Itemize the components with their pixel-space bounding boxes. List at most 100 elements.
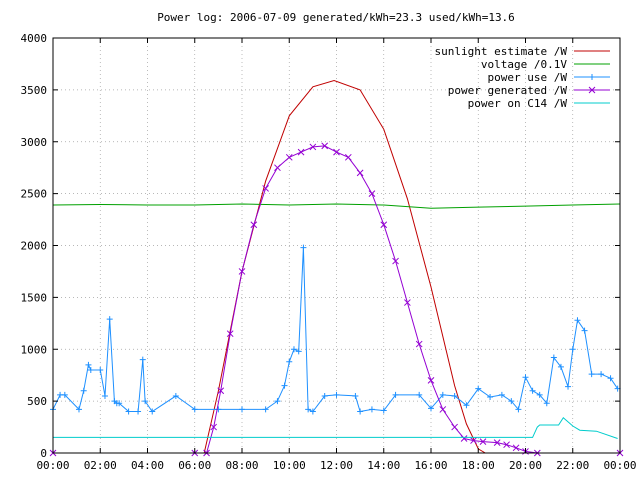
x-tick-label: 00:00 bbox=[36, 459, 69, 472]
x-tick-label: 12:00 bbox=[320, 459, 353, 472]
data-point bbox=[305, 406, 312, 413]
data-point bbox=[427, 377, 435, 384]
data-point bbox=[451, 423, 458, 431]
data-point bbox=[262, 406, 269, 413]
data-point bbox=[536, 391, 543, 398]
data-point bbox=[392, 391, 399, 398]
data-point bbox=[101, 392, 108, 399]
x-tick-label: 20:00 bbox=[509, 459, 542, 472]
data-point bbox=[106, 316, 113, 323]
x-tick-label: 14:00 bbox=[367, 459, 400, 472]
data-point bbox=[463, 402, 470, 409]
data-point bbox=[557, 363, 564, 370]
data-point bbox=[392, 257, 399, 265]
y-tick-label: 3500 bbox=[21, 84, 48, 97]
data-point bbox=[262, 185, 269, 192]
data-point bbox=[357, 408, 364, 415]
data-point bbox=[416, 391, 423, 398]
data-point bbox=[250, 221, 258, 229]
data-point bbox=[550, 354, 557, 361]
data-point bbox=[470, 437, 477, 444]
data-point bbox=[439, 391, 446, 398]
data-point bbox=[607, 375, 614, 382]
data-point bbox=[508, 398, 515, 405]
data-point bbox=[439, 406, 447, 413]
series-group bbox=[53, 416, 618, 439]
data-point bbox=[135, 408, 142, 415]
data-point bbox=[460, 435, 468, 442]
data-point bbox=[274, 164, 281, 172]
data-point bbox=[368, 190, 376, 197]
data-point bbox=[172, 392, 179, 399]
data-point bbox=[352, 392, 359, 399]
data-point bbox=[512, 444, 520, 452]
data-point bbox=[428, 405, 434, 412]
data-point bbox=[543, 400, 550, 407]
legend-marker bbox=[589, 74, 595, 80]
data-point bbox=[286, 358, 293, 365]
data-point bbox=[321, 142, 329, 150]
data-point bbox=[295, 348, 302, 355]
data-point bbox=[274, 398, 281, 405]
series-line bbox=[52, 203, 621, 209]
legend-label: sunlight estimate /W bbox=[435, 45, 568, 58]
legend-label: power generated /W bbox=[448, 84, 568, 97]
data-point bbox=[238, 268, 246, 275]
data-point bbox=[380, 221, 388, 229]
data-point bbox=[142, 398, 149, 405]
data-point bbox=[451, 392, 458, 399]
x-tick-label: 18:00 bbox=[462, 459, 495, 472]
y-tick-label: 3000 bbox=[21, 136, 48, 149]
data-point bbox=[344, 153, 352, 161]
x-tick-label: 22:00 bbox=[556, 459, 589, 472]
y-tick-label: 500 bbox=[27, 395, 47, 408]
data-point bbox=[493, 439, 501, 446]
data-point bbox=[309, 143, 317, 151]
x-tick-label: 08:00 bbox=[225, 459, 258, 472]
data-point bbox=[574, 317, 581, 324]
data-point bbox=[522, 374, 529, 381]
data-point bbox=[285, 153, 293, 161]
data-point bbox=[529, 387, 536, 394]
data-point bbox=[475, 385, 482, 392]
data-point bbox=[290, 346, 297, 353]
data-point bbox=[97, 367, 104, 373]
data-point bbox=[61, 391, 68, 398]
x-tick-label: 00:00 bbox=[603, 459, 636, 472]
y-tick-label: 2500 bbox=[21, 188, 48, 201]
x-tick-label: 02:00 bbox=[84, 459, 117, 472]
data-point bbox=[300, 244, 307, 251]
y-tick-label: 4000 bbox=[21, 32, 48, 45]
data-point bbox=[85, 361, 92, 368]
legend-label: voltage /0.1V bbox=[481, 58, 567, 71]
legend-label: power use /W bbox=[488, 71, 568, 84]
series-group bbox=[52, 203, 621, 209]
series-line bbox=[53, 416, 618, 439]
data-point bbox=[215, 406, 222, 413]
data-point bbox=[415, 340, 423, 348]
data-point bbox=[380, 407, 387, 414]
data-point bbox=[598, 371, 605, 378]
x-tick-label: 16:00 bbox=[414, 459, 447, 472]
legend-label: power on C14 /W bbox=[468, 97, 568, 110]
data-point bbox=[498, 391, 505, 398]
y-tick-label: 1000 bbox=[21, 343, 48, 356]
x-tick-label: 04:00 bbox=[131, 459, 164, 472]
data-point bbox=[191, 406, 198, 413]
data-point bbox=[321, 392, 328, 399]
data-point bbox=[333, 148, 340, 156]
data-point bbox=[356, 169, 364, 177]
data-point bbox=[515, 406, 522, 413]
y-tick-label: 2000 bbox=[21, 240, 48, 253]
data-point bbox=[487, 393, 494, 400]
series-line bbox=[53, 145, 620, 454]
data-point bbox=[281, 382, 288, 389]
data-point bbox=[75, 406, 82, 413]
data-point bbox=[569, 346, 576, 353]
data-point bbox=[239, 406, 245, 413]
x-tick-label: 06:00 bbox=[178, 459, 211, 472]
data-point bbox=[588, 371, 595, 378]
data-point bbox=[404, 299, 411, 306]
